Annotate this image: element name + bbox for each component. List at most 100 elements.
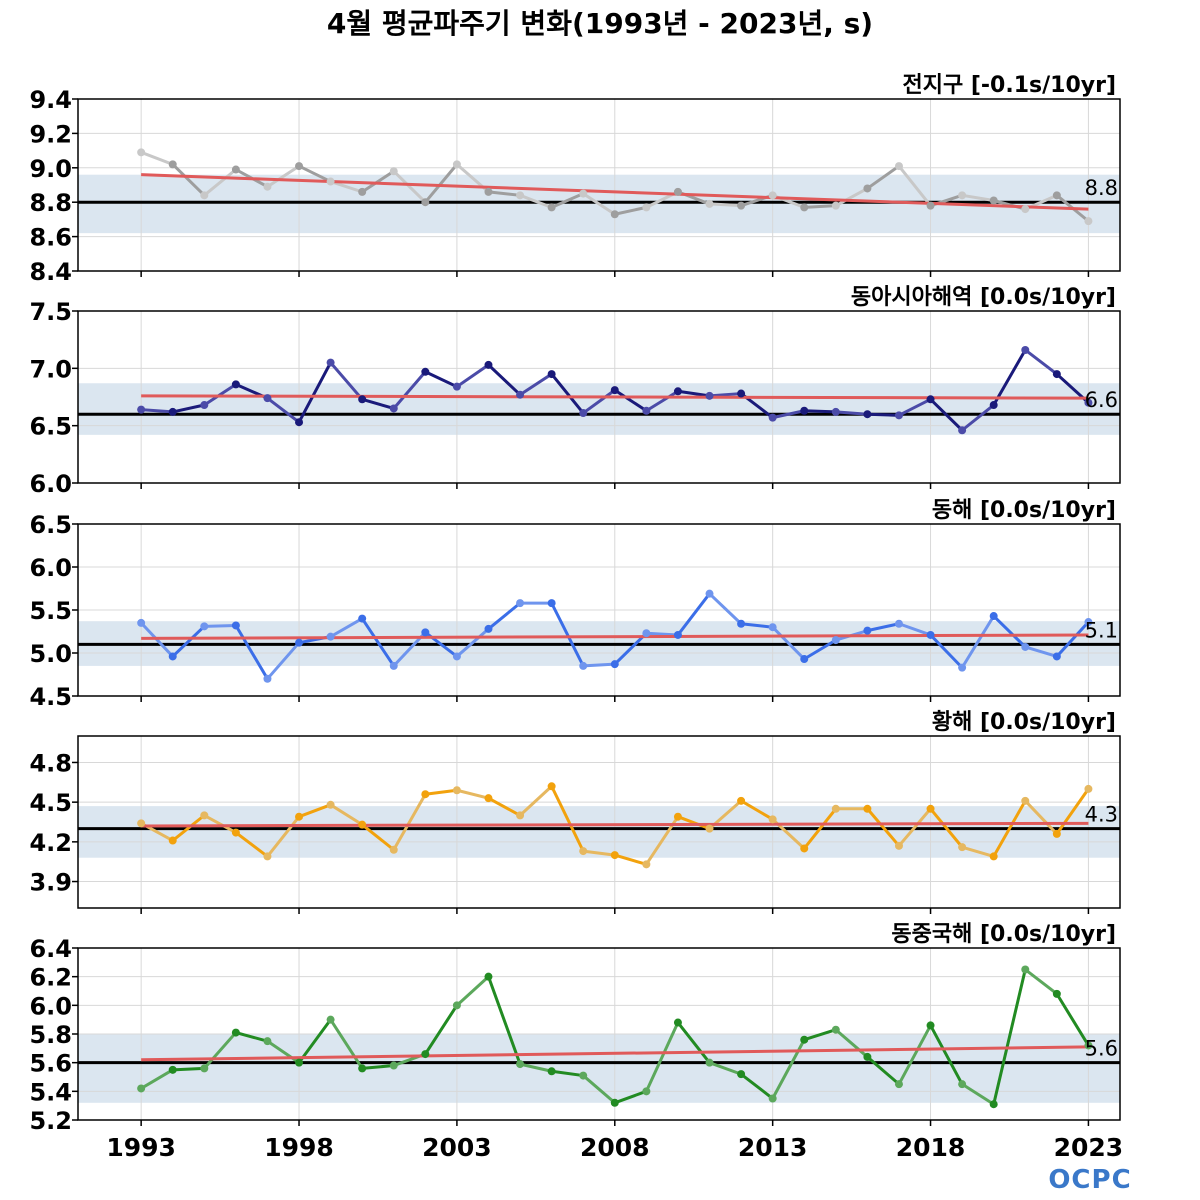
data-point <box>800 406 809 415</box>
data-point <box>579 189 588 198</box>
y-tick-label: 5.4 <box>29 1078 72 1106</box>
data-point <box>295 638 304 647</box>
series-segment <box>423 1003 459 1056</box>
data-point <box>295 812 304 821</box>
data-point <box>768 815 777 824</box>
data-point <box>389 845 398 854</box>
series-segment <box>360 397 396 410</box>
series-segment <box>802 409 838 414</box>
data-point <box>452 652 461 661</box>
data-point <box>926 630 935 639</box>
x-tick-label: 1998 <box>264 1133 334 1162</box>
series-segment <box>897 164 933 208</box>
data-point <box>484 972 493 981</box>
series-segment <box>644 631 680 637</box>
mean-value-label: 6.6 <box>1085 388 1118 412</box>
data-point <box>800 203 809 212</box>
panel-2: 4.5 5.0 5.5 6.0 6.5 동해 [0.0s/10yr] 5.1 <box>29 498 1121 711</box>
data-point <box>1052 989 1061 998</box>
series-segment <box>708 202 743 208</box>
y-tick-label: 9.2 <box>29 120 72 148</box>
y-tick-label: 8.6 <box>29 224 72 252</box>
data-point <box>326 632 335 641</box>
normal-range-band <box>78 1034 1120 1103</box>
data-point <box>1052 191 1061 200</box>
series-segment <box>992 799 1027 858</box>
data-point <box>989 401 998 410</box>
panel-title: 동중국해 [0.0s/10yr] <box>891 922 1116 947</box>
data-point <box>989 196 998 205</box>
data-point <box>673 630 682 639</box>
data-point <box>295 162 304 171</box>
series-segment <box>486 190 522 197</box>
data-point <box>263 182 272 191</box>
series-segment <box>486 601 522 631</box>
data-point <box>579 847 588 856</box>
data-point <box>958 663 967 672</box>
data-point <box>705 391 714 400</box>
series-segment <box>455 363 490 389</box>
data-point <box>579 1071 588 1080</box>
data-point <box>168 1065 177 1074</box>
series-segment <box>234 1031 269 1043</box>
mean-value-label: 5.1 <box>1085 618 1118 642</box>
data-point <box>610 851 619 860</box>
series-segment <box>550 601 585 668</box>
data-point <box>484 794 493 803</box>
panel-3: 3.9 4.2 4.5 4.8 황해 [0.0s/10yr] 4.3 <box>29 710 1121 914</box>
series-segment <box>518 193 554 209</box>
series-segment <box>1023 968 1059 996</box>
series-segment <box>329 180 364 194</box>
data-point <box>263 674 272 683</box>
series-segment <box>992 614 1027 649</box>
data-point <box>421 1050 430 1059</box>
data-point <box>610 1098 619 1107</box>
series-segment <box>739 1072 775 1100</box>
data-point <box>926 201 935 210</box>
panel-0: 8.4 8.6 8.8 9.0 9.2 9.4 전지구 [-0.1s/10yr] 8.8 <box>29 73 1121 286</box>
series-segment <box>960 403 996 432</box>
x-tick-label: 2023 <box>1054 1133 1124 1162</box>
series-segment <box>171 624 206 658</box>
series-segment <box>423 788 459 796</box>
series-segment <box>1023 645 1059 658</box>
series-segment <box>992 968 1027 1106</box>
x-axis: 1993 1998 2003 2008 2013 2018 2023 <box>106 1133 1123 1162</box>
series-segment <box>1055 787 1090 836</box>
x-tick-label: 2008 <box>580 1133 650 1162</box>
y-tick-label: 9.4 <box>29 86 72 114</box>
series-segment <box>802 1028 838 1042</box>
data-point <box>231 621 240 630</box>
data-point <box>863 184 872 193</box>
series-segment <box>865 1055 901 1086</box>
series-segment <box>676 592 712 637</box>
series-segment <box>581 849 617 857</box>
series-segment <box>613 388 648 413</box>
x-tick-label: 1993 <box>106 1133 176 1162</box>
panel-frame <box>77 98 1121 272</box>
y-tick-label: 5.6 <box>29 1050 72 1078</box>
data-point <box>516 390 525 399</box>
data-point <box>737 1070 746 1079</box>
series-segment <box>960 1082 996 1106</box>
series-segment <box>486 796 522 817</box>
data-point <box>421 790 430 799</box>
series-segment <box>455 975 490 1007</box>
data-point <box>358 614 367 623</box>
data-point <box>200 1064 209 1073</box>
data-point <box>326 1015 335 1024</box>
series-segment <box>1055 620 1090 658</box>
ocpc-logo: OCPC <box>1048 1165 1131 1195</box>
data-point <box>705 589 714 598</box>
data-point <box>800 1035 809 1044</box>
series-segment <box>613 205 648 216</box>
series-segment <box>897 807 933 848</box>
data-point <box>389 1061 398 1070</box>
data-point <box>894 841 903 850</box>
data-point <box>768 623 777 632</box>
series-segment <box>739 799 775 821</box>
data-point <box>863 410 872 419</box>
data-point <box>831 804 840 813</box>
y-tick-label: 7.0 <box>29 355 72 383</box>
